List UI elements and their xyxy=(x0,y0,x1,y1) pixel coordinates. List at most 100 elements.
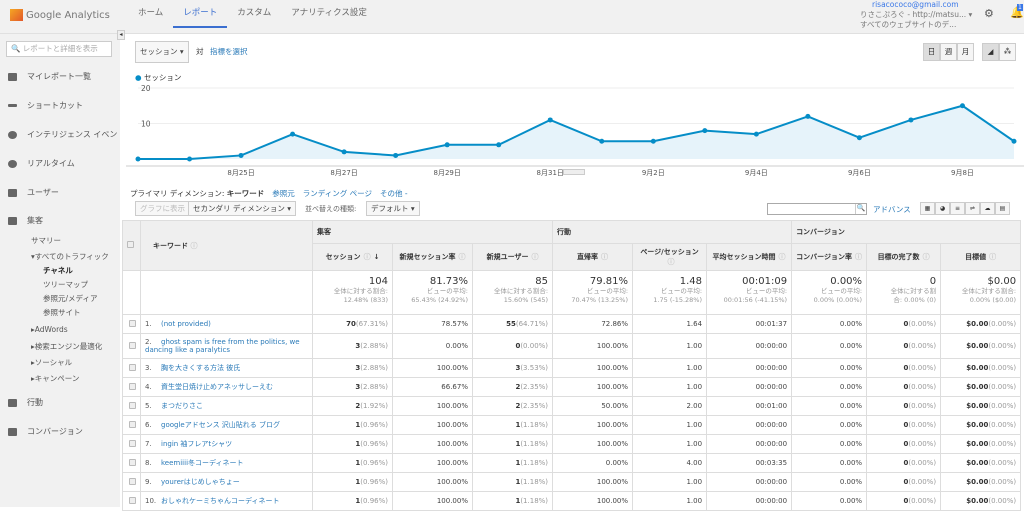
nav-custom[interactable]: カスタム xyxy=(237,8,272,18)
data-point[interactable] xyxy=(753,131,759,137)
sidebar-item-acquisition[interactable]: 集客 xyxy=(8,215,43,226)
keyword-link[interactable]: 資生堂日焼け止めアネッサしーえむ xyxy=(161,383,273,391)
performance-view-icon[interactable]: ≡ xyxy=(950,202,965,215)
column-header[interactable]: 新規セッション率 ⓘ xyxy=(392,243,473,271)
metric-dropdown[interactable]: セッション ▾ xyxy=(135,41,189,63)
data-point[interactable] xyxy=(805,113,811,119)
data-point[interactable] xyxy=(599,138,605,144)
column-header[interactable]: 目標値 ⓘ xyxy=(940,243,1022,271)
row-checkbox[interactable] xyxy=(129,401,136,409)
data-point[interactable] xyxy=(702,128,708,134)
nav-reports[interactable]: レポート xyxy=(173,0,228,28)
column-header[interactable]: 平均セッション時間 ⓘ xyxy=(706,243,793,271)
sidebar-item-my-reports[interactable]: マイレポート一覧 xyxy=(8,71,91,82)
dimension-source[interactable]: 参照元 xyxy=(272,189,295,198)
plot-rows-button[interactable]: グラフに表示 xyxy=(135,201,190,216)
row-checkbox[interactable] xyxy=(129,496,136,504)
keyword-header[interactable]: キーワード ⓘ xyxy=(140,220,313,271)
table-view-icon[interactable]: ▦ xyxy=(920,202,935,215)
line-chart-icon[interactable]: ◢ xyxy=(982,43,999,61)
motion-chart-icon[interactable]: ⁂ xyxy=(999,43,1016,61)
sidebar-sub-adwords[interactable]: ▸AdWords xyxy=(31,325,68,334)
sort-dropdown[interactable]: デフォルト ▾ xyxy=(366,201,420,216)
sidebar-item-conversions[interactable]: コンバージョン xyxy=(8,426,83,437)
data-point[interactable] xyxy=(393,152,399,158)
column-header[interactable]: ページ/セッション ⓘ xyxy=(632,243,708,271)
bell-icon[interactable]: 🔔 1 xyxy=(1010,4,1024,19)
data-point[interactable] xyxy=(650,138,656,144)
data-point[interactable] xyxy=(547,117,553,123)
keyword-link[interactable]: googleアドセンス 沢山貼れる ブログ xyxy=(161,421,281,429)
sort-desc-icon[interactable]: ↓ xyxy=(373,253,380,261)
keyword-link[interactable]: keemiiii冬コーディネート xyxy=(161,459,244,467)
sidebar-item-realtime[interactable]: リアルタイム xyxy=(8,158,75,169)
period-month[interactable]: 月 xyxy=(957,43,974,61)
row-checkbox[interactable] xyxy=(129,382,136,390)
term-cloud-icon[interactable]: ☁ xyxy=(980,202,995,215)
keyword-link[interactable]: おしゃれケーミちゃんコーディネート xyxy=(161,497,280,505)
keyword-link[interactable]: ghost spam is free from the politics, we… xyxy=(145,338,300,354)
data-point[interactable] xyxy=(187,156,193,162)
keyword-link[interactable]: ingin 袖フレアtシャツ xyxy=(161,440,233,448)
data-point[interactable] xyxy=(1011,138,1017,144)
row-checkbox[interactable] xyxy=(129,458,136,466)
select-all-checkbox[interactable] xyxy=(127,241,134,248)
sidebar-item-intelligence[interactable]: インテリジェンス イベン xyxy=(8,129,117,140)
keyword-link[interactable]: (not provided) xyxy=(161,320,211,328)
sidebar-sub-social[interactable]: ▸ソーシャル xyxy=(31,358,73,367)
chart-resize-handle[interactable] xyxy=(563,169,585,175)
pie-view-icon[interactable]: ◕ xyxy=(935,202,950,215)
column-header[interactable]: 新規ユーザー ⓘ xyxy=(471,243,554,271)
column-header[interactable]: セッション ⓘ ↓ xyxy=(312,243,393,271)
sidebar-sub-seo[interactable]: ▸検索エンジン最適化 xyxy=(31,342,103,351)
comparison-view-icon[interactable]: ⇌ xyxy=(965,202,980,215)
sidebar-sub-referrals[interactable]: 参照サイト xyxy=(43,308,81,317)
nav-admin[interactable]: アナリティクス設定 xyxy=(291,8,367,18)
data-point[interactable] xyxy=(238,152,244,158)
keyword-link[interactable]: 胸を大きくする方法 彼氏 xyxy=(161,364,241,372)
sidebar-sub-all-traffic[interactable]: ▾すべてのトラフィック xyxy=(31,252,109,261)
secondary-dimension-dropdown[interactable]: セカンダリ ディメンション ▾ xyxy=(188,201,297,216)
dimension-landing-page[interactable]: ランディング ページ xyxy=(302,189,372,198)
row-checkbox[interactable] xyxy=(129,420,136,428)
collapse-sidebar-button[interactable]: ◂ xyxy=(117,30,125,40)
report-search-input[interactable]: 🔍 レポートと詳細を表示 xyxy=(6,41,112,57)
sidebar-sub-source-medium[interactable]: 参照元/メディア xyxy=(43,294,98,303)
column-header[interactable]: 直帰率 ⓘ xyxy=(552,243,634,271)
sidebar-sub-summary[interactable]: サマリー xyxy=(31,236,61,245)
nav-home[interactable]: ホーム xyxy=(138,8,164,18)
row-checkbox[interactable] xyxy=(129,319,136,327)
search-icon[interactable]: 🔍 xyxy=(855,204,866,214)
row-checkbox[interactable] xyxy=(129,341,136,349)
sidebar-sub-campaigns[interactable]: ▸キャンペーン xyxy=(31,374,80,383)
sidebar-item-behavior[interactable]: 行動 xyxy=(8,397,43,408)
data-point[interactable] xyxy=(135,156,141,162)
data-point[interactable] xyxy=(341,149,347,155)
sidebar-sub-treemap[interactable]: ツリーマップ xyxy=(43,280,88,289)
keyword-link[interactable]: まつだりさこ xyxy=(161,402,203,410)
sidebar-item-users[interactable]: ユーザー xyxy=(8,187,59,198)
period-week[interactable]: 週 xyxy=(940,43,957,61)
row-checkbox[interactable] xyxy=(129,363,136,371)
table-search-input[interactable]: 🔍 xyxy=(767,203,867,215)
data-point[interactable] xyxy=(856,135,862,141)
data-point[interactable] xyxy=(908,117,914,123)
sidebar-sub-channels[interactable]: チャネル xyxy=(43,266,73,275)
select-metric-link[interactable]: 指標を選択 xyxy=(210,47,248,56)
period-day[interactable]: 日 xyxy=(923,43,940,61)
row-checkbox[interactable] xyxy=(129,439,136,447)
gear-icon[interactable]: ⚙ xyxy=(984,7,994,20)
keyword-link[interactable]: yourerはじめしゃちょー xyxy=(161,478,240,486)
pivot-view-icon[interactable]: ▤ xyxy=(995,202,1010,215)
data-point[interactable] xyxy=(496,142,502,148)
google-analytics-logo[interactable]: Google Analytics xyxy=(10,9,110,21)
data-point[interactable] xyxy=(290,131,296,137)
dimension-other[interactable]: その他 - xyxy=(380,189,408,198)
data-point[interactable] xyxy=(444,142,450,148)
column-header[interactable]: 目標の完了数 ⓘ xyxy=(866,243,942,271)
row-checkbox[interactable] xyxy=(129,477,136,485)
account-selector[interactable]: risacococo@gmail.com りさこぷろぐ - http://mat… xyxy=(860,0,972,30)
sidebar-item-shortcuts[interactable]: ショートカット xyxy=(8,100,83,111)
data-point[interactable] xyxy=(959,103,965,109)
column-header[interactable]: コンバージョン率 ⓘ xyxy=(791,243,868,271)
